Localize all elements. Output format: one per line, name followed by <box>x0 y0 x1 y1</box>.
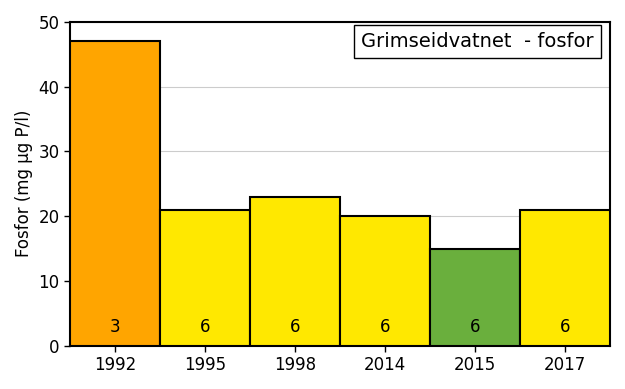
Bar <box>340 216 430 345</box>
Bar <box>520 210 610 345</box>
Text: Grimseidvatnet  - fosfor: Grimseidvatnet - fosfor <box>361 32 594 51</box>
Text: 6: 6 <box>380 318 390 336</box>
Bar <box>250 197 340 345</box>
Text: 6: 6 <box>290 318 300 336</box>
Text: 3: 3 <box>110 318 121 336</box>
Text: 6: 6 <box>200 318 211 336</box>
Bar <box>70 41 160 345</box>
Bar <box>430 249 520 345</box>
Text: 6: 6 <box>470 318 480 336</box>
Bar <box>160 210 250 345</box>
Y-axis label: Fosfor (mg μg P/l): Fosfor (mg μg P/l) <box>15 110 33 258</box>
Text: 6: 6 <box>560 318 570 336</box>
